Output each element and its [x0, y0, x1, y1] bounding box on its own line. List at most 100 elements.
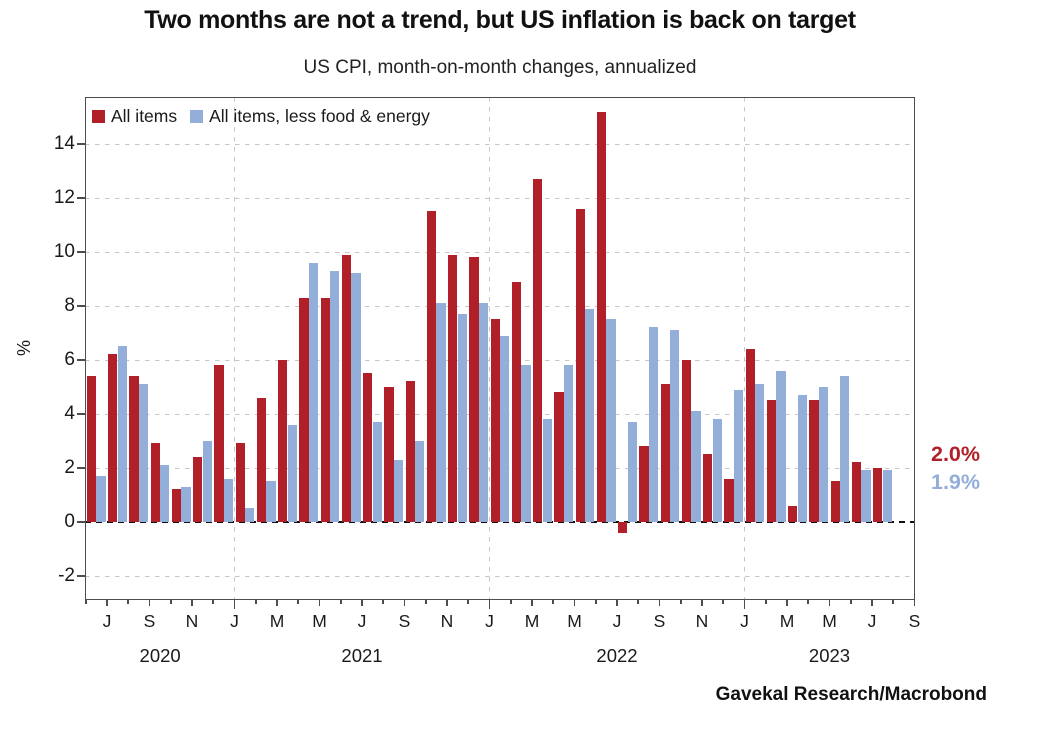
bar-all-items-less-food-energy-apr-2021: [308, 262, 319, 522]
x-axis-tick: [297, 600, 300, 604]
gridline-y-14: [85, 143, 915, 146]
x-axis-tick: [84, 600, 87, 604]
bar-all-items-jan-2021: [235, 443, 245, 522]
x-axis-tick: [488, 600, 491, 609]
x-tick-label: M: [779, 611, 795, 631]
source-attribution: Gavekal Research/Macrobond: [715, 684, 987, 705]
gridline-y--2: [85, 575, 915, 578]
x-axis-tick: [828, 600, 831, 606]
year-label: 2022: [596, 645, 638, 666]
bar-all-items-less-food-energy-jun-2021: [351, 273, 361, 522]
x-axis-tick: [148, 600, 151, 606]
bar-all-items-less-food-energy-apr-2022: [563, 365, 574, 522]
x-axis-tick: [276, 600, 278, 606]
legend: All items All items, less food & energy: [92, 106, 430, 127]
bar-all-items-less-food-energy-oct-2022: [691, 411, 701, 522]
bar-all-items-feb-2023: [766, 400, 777, 522]
gridline-year: [233, 97, 236, 600]
chart-subtitle: US CPI, month-on-month changes, annualiz…: [303, 57, 697, 78]
bar-all-items-aug-2022: [639, 446, 649, 522]
year-label: 2021: [341, 645, 383, 666]
x-tick-label: M: [822, 611, 837, 631]
x-tick-label: J: [867, 611, 877, 631]
bar-all-items-oct-2021: [426, 211, 437, 522]
x-axis-tick: [807, 600, 810, 604]
y-tick-label: 6: [64, 348, 75, 370]
x-tick-label: M: [524, 611, 540, 631]
bar-all-items-jan-2022: [490, 319, 500, 522]
bar-all-items-may-2023: [830, 481, 840, 522]
bar-all-items-jul-2021: [363, 373, 373, 522]
bar-all-items-dec-2021: [469, 257, 479, 522]
bar-all-items-apr-2023: [809, 400, 819, 522]
legend-swatch-icon: [190, 110, 204, 123]
y-tick-label: 0: [64, 510, 75, 532]
final-value-labels: 2.0% 1.9%: [931, 441, 980, 496]
bar-all-items-less-food-energy-aug-2021: [393, 459, 404, 522]
x-axis-tick: [424, 600, 427, 604]
bar-all-items-less-food-energy-aug-2022: [648, 327, 659, 522]
bar-all-items-less-food-energy-feb-2021: [266, 481, 276, 522]
bar-all-items-jul-2023: [873, 467, 883, 522]
bar-all-items-nov-2021: [448, 254, 458, 522]
bar-all-items-nov-2022: [703, 454, 713, 522]
bar-all-items-less-food-energy-aug-2020: [138, 384, 149, 522]
bar-all-items-less-food-energy-jan-2023: [755, 384, 765, 522]
gridline-year: [488, 97, 491, 600]
x-axis-tick: [233, 600, 236, 609]
bar-all-items-mar-2023: [788, 505, 798, 522]
bar-all-items-less-food-energy-feb-2023: [776, 370, 786, 522]
legend-label: All items: [111, 106, 178, 126]
x-tick-label: J: [102, 611, 112, 631]
x-axis-tick: [339, 600, 342, 604]
legend-item-all-items-less-food-energy: All items, less food & energy: [190, 106, 430, 127]
bar-all-items-sep-2021: [405, 381, 415, 522]
bar-all-items-may-2021: [320, 297, 330, 522]
bar-all-items-less-food-energy-mar-2023: [797, 394, 807, 522]
x-axis-tick: [254, 600, 257, 604]
y-axis-tick: [77, 520, 85, 523]
bar-all-items-less-food-energy-sep-2021: [415, 440, 425, 522]
year-label: 2020: [139, 645, 181, 666]
x-axis-tick: [191, 600, 193, 606]
bar-all-items-less-food-energy-jan-2021: [245, 508, 255, 522]
x-axis-tick: [509, 600, 512, 604]
y-axis-tick: [77, 251, 85, 253]
y-axis-tick: [77, 413, 85, 415]
bar-all-items-less-food-energy-dec-2020: [223, 478, 234, 522]
bar-all-items-jun-2023: [851, 462, 862, 522]
y-tick-label: 12: [53, 186, 75, 208]
x-axis-tick: [871, 600, 873, 606]
x-tick-label: J: [485, 611, 494, 631]
gridline-y-8: [85, 305, 915, 308]
bar-all-items-jun-2021: [341, 254, 352, 522]
bar-all-items-dec-2022: [724, 478, 734, 522]
bar-all-items-less-food-energy-oct-2021: [436, 303, 446, 522]
bar-all-items-aug-2021: [384, 386, 394, 522]
x-tick-label: M: [567, 611, 582, 631]
zero-line: [85, 520, 915, 523]
x-axis-tick: [382, 600, 385, 604]
bar-all-items-feb-2022: [511, 281, 522, 522]
bar-all-items-mar-2022: [533, 179, 543, 522]
y-axis-tick: [77, 466, 85, 469]
bar-all-items-sep-2020: [150, 443, 160, 522]
x-axis-tick: [658, 600, 661, 606]
bar-all-items-jul-2022: [618, 521, 628, 533]
x-axis-tick: [786, 600, 788, 606]
legend-label: All items, less food & energy: [209, 106, 430, 126]
x-tick-label: S: [908, 611, 921, 631]
bar-all-items-less-food-energy-jun-2020: [96, 475, 106, 522]
x-axis-tick: [318, 600, 321, 606]
x-axis-tick: [913, 600, 916, 606]
gridline-y-2: [85, 467, 915, 470]
bar-all-items-less-food-energy-nov-2022: [712, 419, 722, 522]
bar-all-items-apr-2022: [554, 392, 564, 522]
x-axis-tick: [573, 600, 576, 606]
bar-all-items-less-food-energy-apr-2023: [818, 386, 829, 522]
bar-all-items-less-food-energy-jul-2021: [372, 421, 382, 522]
x-axis-tick: [531, 600, 533, 606]
x-axis-tick: [403, 600, 406, 606]
legend-item-all-items: All items: [92, 106, 177, 127]
bar-all-items-less-food-energy-nov-2021: [457, 313, 467, 522]
